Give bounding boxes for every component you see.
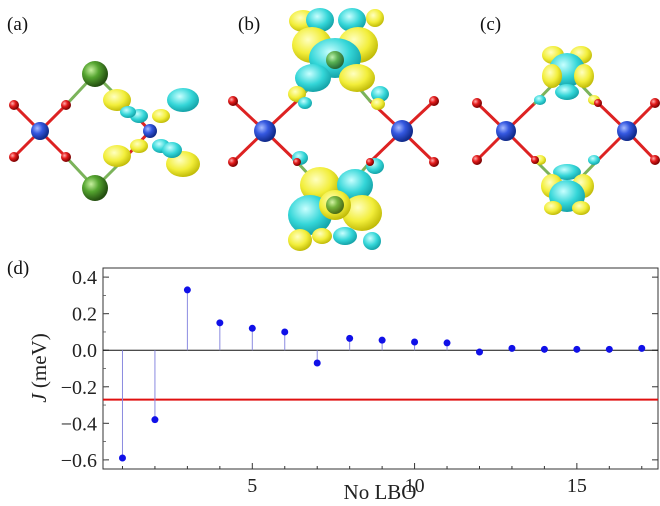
y-tick-label: −0.4 (61, 413, 97, 435)
data-point (508, 344, 516, 352)
data-point (151, 416, 159, 424)
data-point (378, 336, 386, 344)
x-tick-label: 5 (247, 475, 257, 497)
data-point (346, 334, 354, 342)
panel-a-structure (9, 61, 200, 201)
y-tick-label: 0.0 (72, 340, 97, 362)
panel-c-isosurface-bottom (534, 155, 600, 215)
panel-label-d: (d) (7, 258, 30, 279)
panel-a-isosurface (103, 88, 200, 177)
data-point (638, 344, 646, 352)
data-point (183, 286, 191, 294)
exchange-coupling-chart: 0.4 0.2 0.0 −0.2 −0.4 −0.6 5 10 15 No LBO J (me… (27, 267, 659, 504)
panel-c-isosurface-top (534, 46, 600, 105)
y-axis-label-unit: (meV) (27, 333, 51, 393)
y-axis-label-variable: J (27, 392, 51, 403)
data-point (475, 348, 483, 356)
data-point (281, 328, 289, 336)
data-point (573, 345, 581, 353)
y-axis-label: J (meV) (27, 333, 51, 402)
stems (121, 289, 643, 459)
data-points (118, 286, 646, 462)
y-axis-ticks: 0.4 0.2 0.0 −0.2 −0.4 −0.6 (61, 267, 658, 472)
data-point (118, 454, 126, 462)
x-axis-ticks: 5 10 15 (121, 463, 643, 497)
x-tick-label: 15 (567, 475, 587, 497)
panel-b-isosurface-top (288, 8, 389, 110)
panel-b-structure (228, 8, 439, 251)
data-point (443, 339, 451, 347)
data-point (605, 345, 613, 353)
y-tick-label: −0.2 (61, 377, 97, 399)
data-point (313, 359, 321, 367)
data-point (540, 345, 548, 353)
y-tick-label: −0.6 (61, 450, 97, 472)
data-point (248, 324, 256, 332)
panel-c-structure (472, 46, 660, 215)
plot-frame (102, 267, 659, 470)
x-axis-label: No LBO (344, 480, 417, 504)
y-tick-label: 0.2 (72, 304, 97, 326)
data-point (411, 338, 419, 346)
panel-label-c: (c) (480, 14, 502, 35)
panel-label-a: (a) (7, 14, 29, 35)
panel-b-isosurface-bottom (288, 151, 384, 251)
panel-label-b: (b) (238, 14, 261, 35)
x-tick-label: 10 (405, 475, 425, 497)
y-tick-label: 0.4 (72, 267, 97, 289)
data-point (216, 319, 224, 327)
